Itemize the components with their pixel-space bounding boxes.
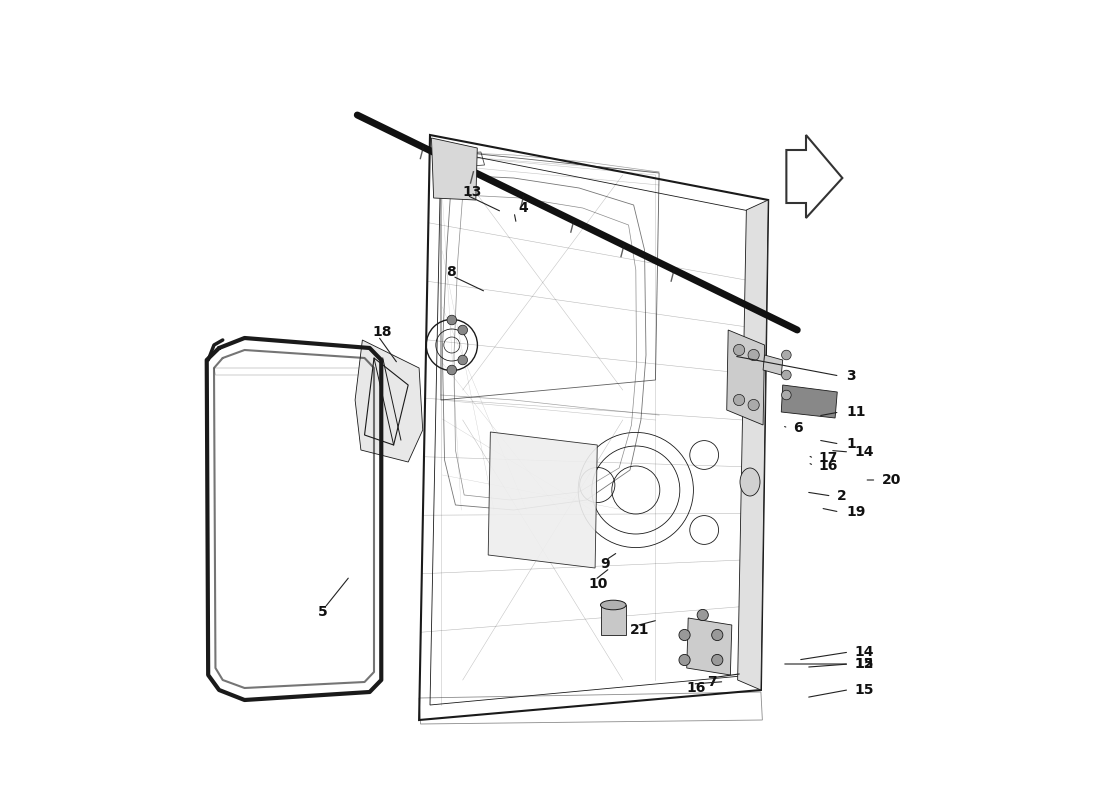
Circle shape bbox=[458, 325, 468, 334]
Ellipse shape bbox=[601, 600, 626, 610]
Text: 2: 2 bbox=[836, 489, 846, 503]
Text: 5: 5 bbox=[318, 605, 328, 619]
Circle shape bbox=[782, 390, 791, 400]
Text: 17: 17 bbox=[818, 451, 838, 466]
Circle shape bbox=[679, 630, 690, 641]
Circle shape bbox=[712, 654, 723, 666]
Circle shape bbox=[697, 610, 708, 621]
Circle shape bbox=[782, 350, 791, 360]
Text: 10: 10 bbox=[588, 577, 608, 591]
Circle shape bbox=[679, 654, 690, 666]
Polygon shape bbox=[488, 432, 597, 568]
Circle shape bbox=[782, 370, 791, 380]
Circle shape bbox=[447, 365, 456, 374]
Circle shape bbox=[734, 344, 745, 355]
Circle shape bbox=[447, 315, 456, 325]
Text: 11: 11 bbox=[846, 405, 866, 419]
Text: 14: 14 bbox=[854, 445, 873, 459]
Polygon shape bbox=[355, 340, 422, 462]
Polygon shape bbox=[738, 200, 768, 690]
Polygon shape bbox=[601, 605, 626, 635]
Text: 7: 7 bbox=[707, 674, 716, 689]
Text: 16: 16 bbox=[818, 458, 838, 473]
Text: 12: 12 bbox=[854, 657, 873, 671]
Text: 4: 4 bbox=[518, 201, 528, 215]
Text: 9: 9 bbox=[601, 557, 610, 571]
Circle shape bbox=[734, 394, 745, 406]
Ellipse shape bbox=[740, 468, 760, 496]
Polygon shape bbox=[686, 618, 732, 675]
Circle shape bbox=[458, 355, 468, 365]
Text: 1: 1 bbox=[846, 437, 856, 451]
Text: 16: 16 bbox=[686, 681, 705, 695]
Polygon shape bbox=[763, 355, 783, 375]
Text: 15: 15 bbox=[854, 657, 873, 671]
Circle shape bbox=[712, 630, 723, 641]
Polygon shape bbox=[431, 138, 477, 200]
Polygon shape bbox=[727, 330, 764, 425]
Text: 15: 15 bbox=[854, 682, 873, 697]
Text: 8: 8 bbox=[446, 265, 455, 279]
Circle shape bbox=[748, 399, 759, 410]
Text: 14: 14 bbox=[854, 645, 873, 659]
Polygon shape bbox=[781, 385, 837, 418]
Circle shape bbox=[748, 350, 759, 361]
Text: 18: 18 bbox=[373, 325, 392, 339]
Text: 6: 6 bbox=[793, 421, 803, 435]
Text: 20: 20 bbox=[882, 473, 901, 487]
Text: 21: 21 bbox=[630, 623, 649, 638]
Text: 13: 13 bbox=[462, 185, 482, 199]
Text: 19: 19 bbox=[846, 505, 866, 519]
Text: 3: 3 bbox=[846, 369, 856, 383]
